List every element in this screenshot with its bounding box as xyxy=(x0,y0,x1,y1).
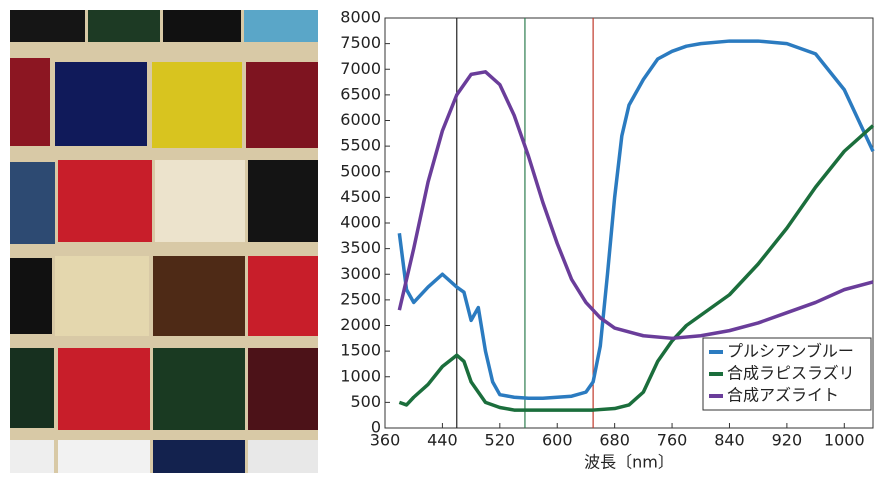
y-tick-label: 6000 xyxy=(340,110,381,129)
swatch-photo xyxy=(10,10,318,473)
legend-label: プルシアンブルー xyxy=(727,342,854,361)
y-tick-label: 4500 xyxy=(340,187,381,206)
x-tick-label: 440 xyxy=(427,431,458,450)
series-line xyxy=(398,124,875,412)
x-tick-label: 600 xyxy=(542,431,573,450)
y-tick-label: 7500 xyxy=(340,33,381,52)
y-tick-label: 3500 xyxy=(340,238,381,257)
y-tick-label: 3000 xyxy=(340,264,381,283)
legend-label: 合成ラピスラズリ xyxy=(727,364,855,383)
y-tick-label: 5000 xyxy=(340,161,381,180)
x-tick-label: 920 xyxy=(772,431,803,450)
x-tick-label: 1000 xyxy=(824,431,865,450)
y-tick-label: 2500 xyxy=(340,289,381,308)
legend-box xyxy=(702,337,872,411)
y-tick-label: 7000 xyxy=(340,59,381,78)
y-tick-label: 4000 xyxy=(340,213,381,232)
series-line xyxy=(397,70,874,341)
x-tick-label: 840 xyxy=(714,431,745,450)
x-tick-label: 680 xyxy=(599,431,630,450)
x-axis-label: 波長〔nm〕 xyxy=(584,453,674,472)
y-tick-label: 0 xyxy=(371,418,381,437)
y-tick-label: 500 xyxy=(350,392,381,411)
series-line xyxy=(397,39,875,401)
y-tick-label: 5500 xyxy=(340,136,381,155)
y-tick-label: 1500 xyxy=(340,341,381,360)
y-tick-label: 8000 xyxy=(340,8,381,27)
y-tick-label: 1000 xyxy=(340,366,381,385)
y-tick-label: 6500 xyxy=(340,84,381,103)
y-tick-label: 2000 xyxy=(340,315,381,334)
x-tick-label: 360 xyxy=(370,431,401,450)
legend-label: 合成アズライト xyxy=(727,386,839,405)
x-tick-label: 760 xyxy=(657,431,688,450)
x-tick-label: 520 xyxy=(485,431,516,450)
